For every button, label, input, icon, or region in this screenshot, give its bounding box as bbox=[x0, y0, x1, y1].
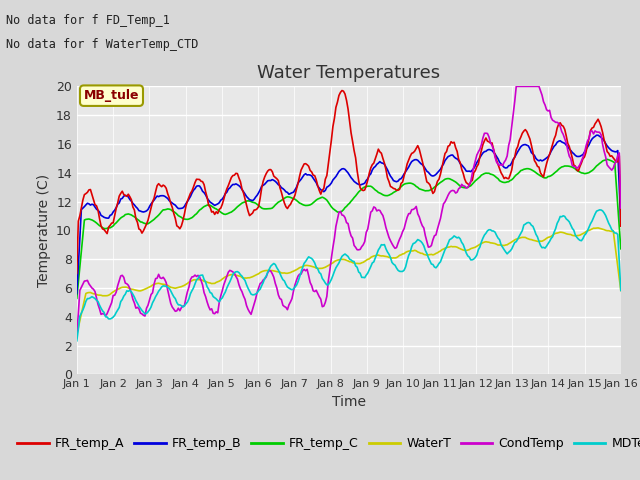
Text: MB_tule: MB_tule bbox=[84, 89, 140, 102]
Text: No data for f FD_Temp_1: No data for f FD_Temp_1 bbox=[6, 14, 170, 27]
Text: No data for f WaterTemp_CTD: No data for f WaterTemp_CTD bbox=[6, 38, 199, 51]
Title: Water Temperatures: Water Temperatures bbox=[257, 64, 440, 82]
Legend: FR_temp_A, FR_temp_B, FR_temp_C, WaterT, CondTemp, MDTemp_A: FR_temp_A, FR_temp_B, FR_temp_C, WaterT,… bbox=[12, 432, 640, 456]
X-axis label: Time: Time bbox=[332, 395, 366, 409]
Y-axis label: Temperature (C): Temperature (C) bbox=[36, 174, 51, 287]
